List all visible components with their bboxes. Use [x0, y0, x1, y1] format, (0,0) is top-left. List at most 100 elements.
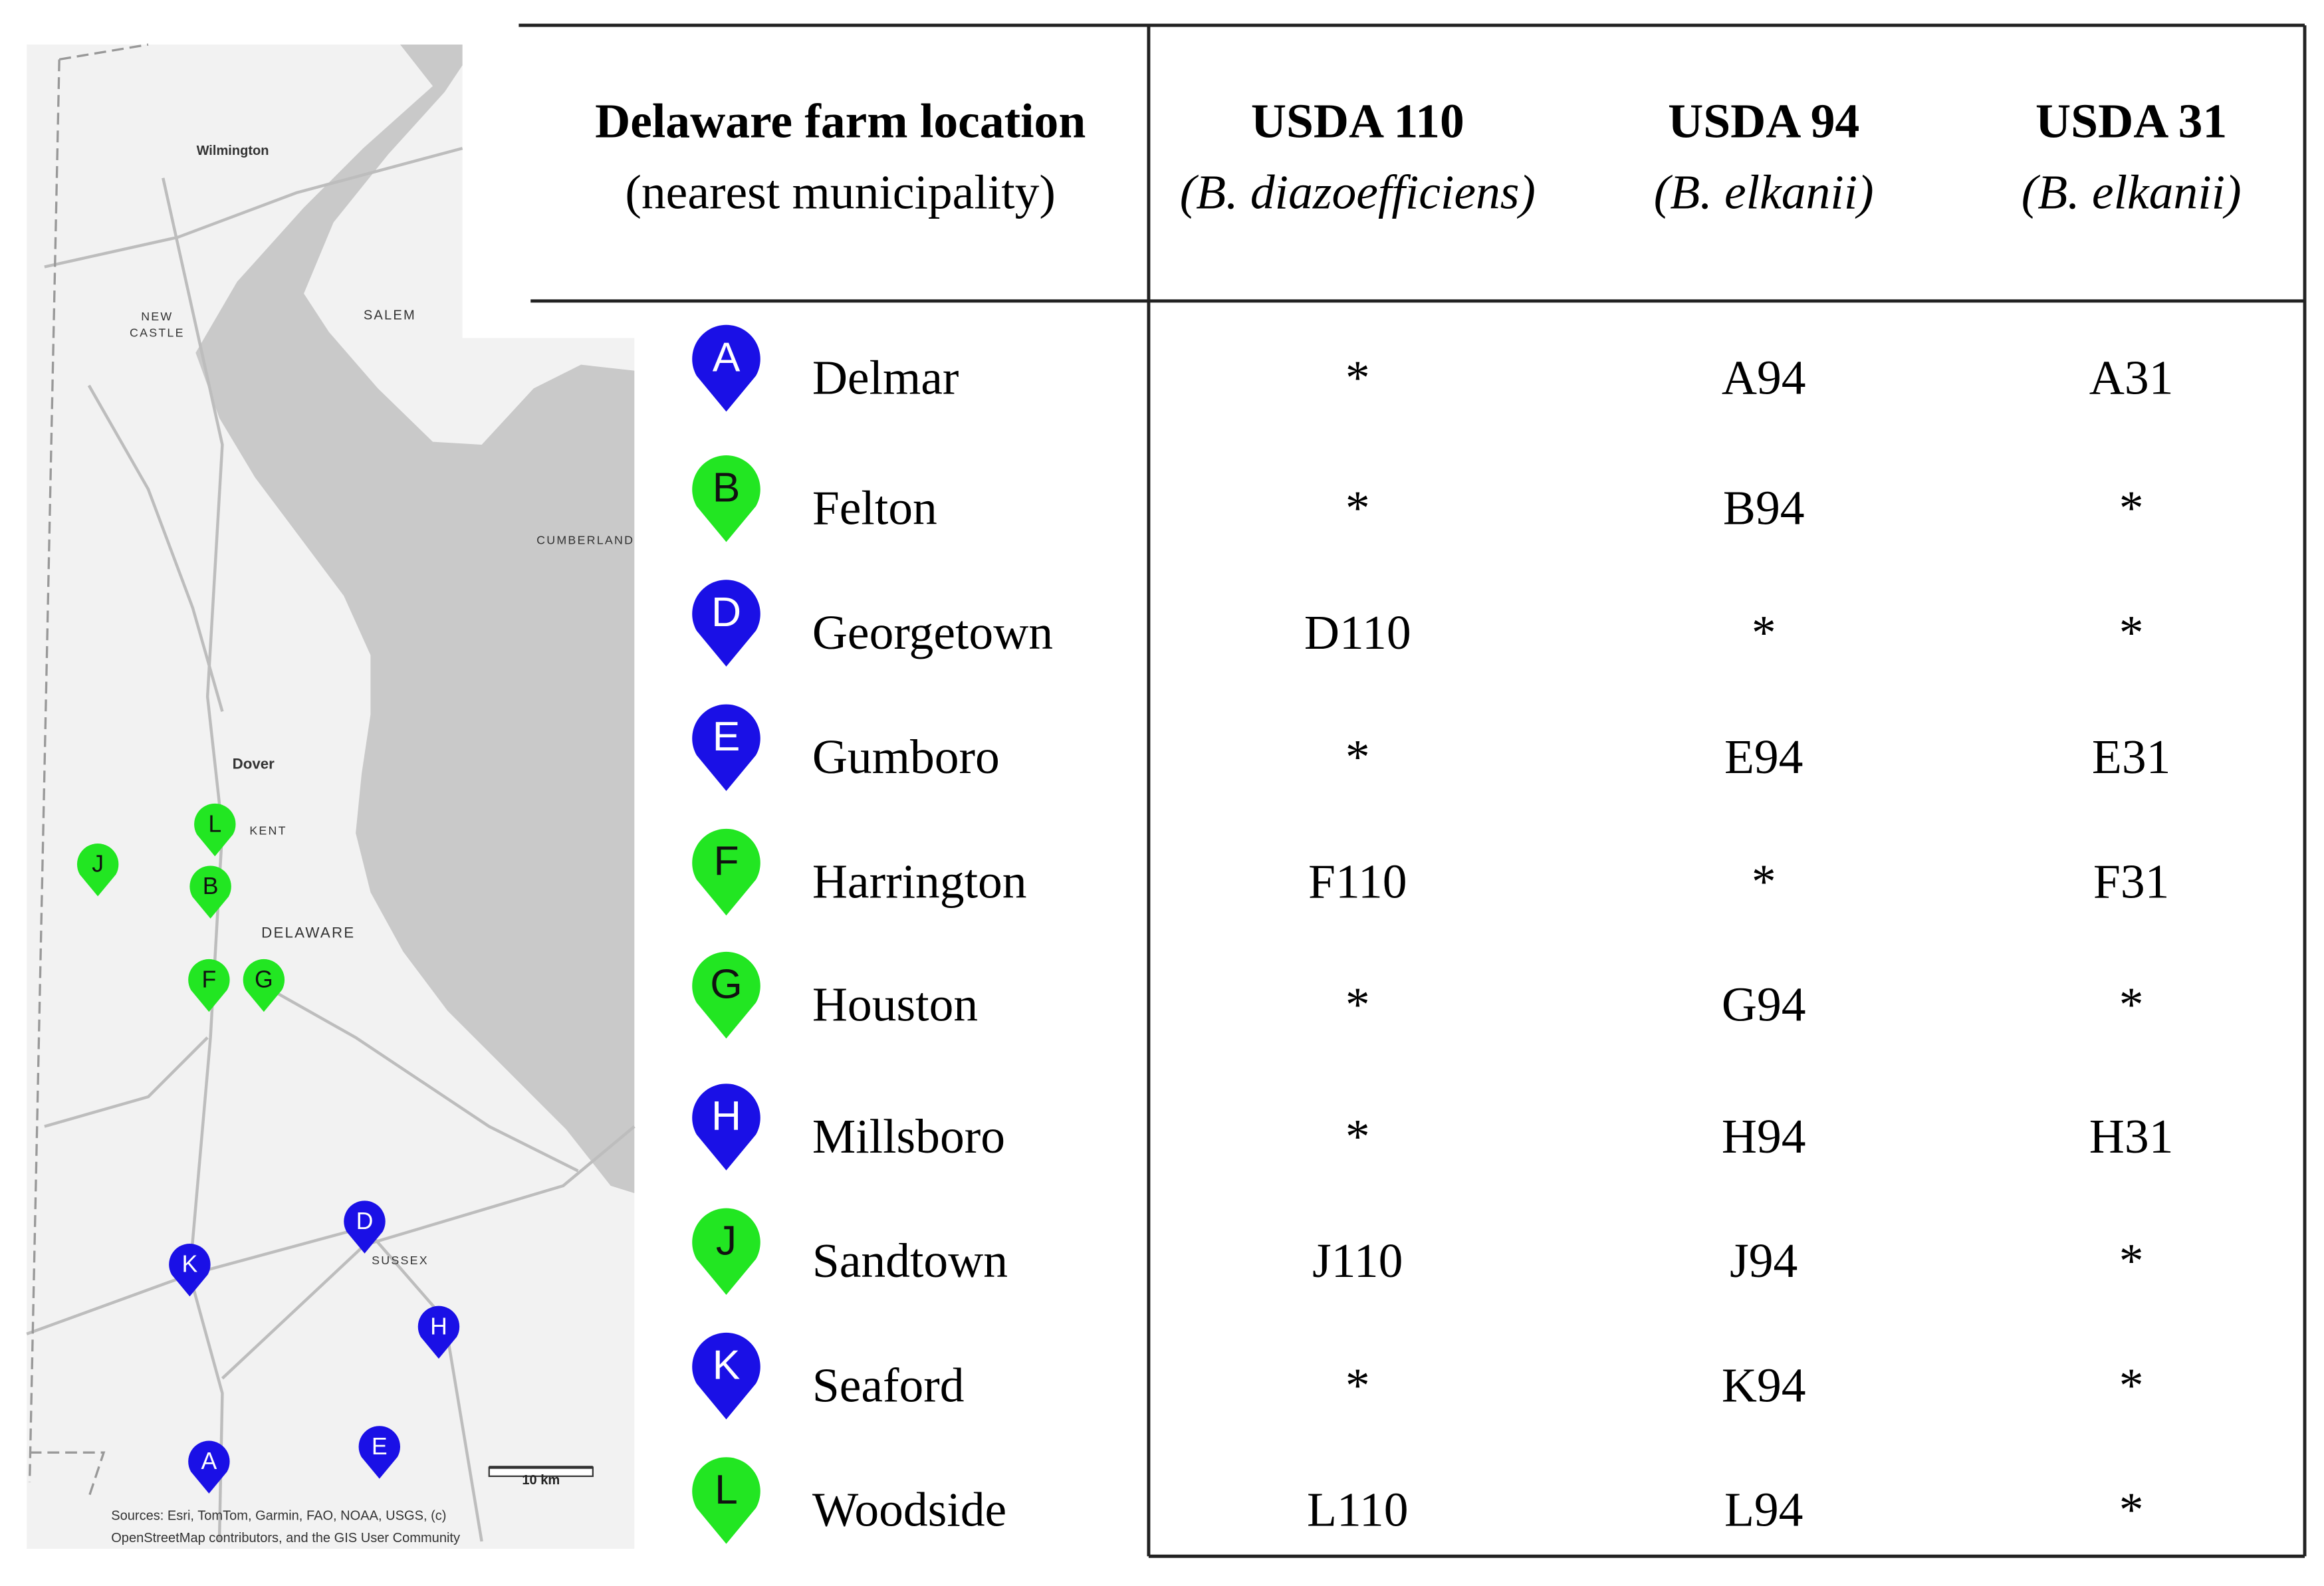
marker: [189, 865, 231, 919]
column-subtitle: (B. diazoefficiens): [1180, 165, 1536, 219]
marker-letter: D: [711, 589, 741, 635]
cell: L110: [1307, 1482, 1409, 1537]
location: Harrington: [812, 853, 1027, 908]
bay: [195, 45, 635, 1193]
marker: [692, 580, 760, 667]
marker: [692, 324, 760, 412]
cell: *: [1752, 605, 1776, 659]
marker: [194, 803, 236, 857]
header-title: Delaware farm location: [595, 94, 1086, 148]
marker-letter: F: [201, 966, 216, 993]
header-subtitle: (nearest municipality): [625, 165, 1056, 219]
marker-letter: K: [713, 1342, 741, 1389]
column-title: USDA 110: [1251, 94, 1464, 148]
sources: OpenStreetMap contributors, and the GIS …: [111, 1531, 460, 1545]
marker-letter: H: [430, 1313, 447, 1339]
cell: E94: [1724, 729, 1803, 784]
marker-letter: E: [372, 1433, 388, 1460]
cell: *: [2119, 976, 2144, 1031]
marker-letter: A: [201, 1448, 217, 1474]
map-label: Wilmington: [197, 144, 269, 158]
map-label: DELAWARE: [261, 925, 355, 941]
marker-letter: K: [181, 1251, 197, 1278]
marker: [417, 1305, 460, 1359]
cell: L94: [1724, 1482, 1803, 1537]
marker: [692, 1457, 760, 1544]
cell: *: [1345, 1109, 1370, 1163]
marker: [692, 951, 760, 1039]
column-subtitle: (B. elkanii): [1654, 165, 1874, 219]
map-label: CUMBERLAND: [536, 534, 634, 547]
cell: *: [2119, 1482, 2144, 1537]
cell: J110: [1312, 1233, 1403, 1288]
map-label: SUSSEX: [372, 1254, 429, 1267]
marker: [243, 959, 285, 1012]
cell: B94: [1723, 480, 1805, 534]
cell: F31: [2093, 853, 2169, 908]
marker-letter: B: [203, 873, 219, 899]
cell: *: [1752, 853, 1776, 908]
marker: [692, 704, 760, 791]
cell: E31: [2092, 729, 2171, 784]
cell: G94: [1722, 976, 1806, 1031]
marker: [692, 828, 760, 916]
map-label: NEW: [141, 310, 173, 323]
marker-letter: H: [711, 1093, 741, 1139]
marker: [344, 1200, 386, 1254]
marker-letter: D: [356, 1208, 374, 1234]
scale-label: 10 km: [522, 1473, 560, 1488]
cell: *: [1345, 1357, 1370, 1412]
cell: F110: [1308, 853, 1407, 908]
map-background: [27, 45, 635, 1549]
marker: [358, 1426, 400, 1479]
cell: *: [1345, 729, 1370, 784]
location: Delmar: [812, 350, 959, 404]
location: Woodside: [812, 1482, 1006, 1537]
cell: A31: [2089, 350, 2174, 404]
marker: [76, 844, 119, 897]
marker: [188, 959, 230, 1012]
marker-letter: A: [713, 334, 741, 380]
location: Seaford: [812, 1357, 965, 1412]
cell: D110: [1304, 605, 1411, 659]
cell: J94: [1730, 1233, 1798, 1288]
marker: [188, 1440, 230, 1494]
marker: [692, 1083, 760, 1171]
location: Houston: [812, 976, 978, 1031]
marker: [169, 1244, 211, 1297]
location: Sandtown: [812, 1233, 1008, 1288]
map-label: Dover: [233, 756, 275, 772]
column-subtitle: (B. elkanii): [2022, 165, 2242, 219]
map-label: CASTLE: [130, 326, 185, 340]
cell: *: [2119, 605, 2144, 659]
location: Felton: [812, 480, 937, 534]
marker-letter: L: [715, 1466, 738, 1513]
cell: *: [1345, 480, 1370, 534]
marker-letter: E: [713, 713, 741, 760]
marker-letter: G: [255, 966, 273, 993]
roads: [26, 146, 636, 1542]
marker: [692, 1208, 760, 1296]
marker-letter: J: [92, 851, 104, 877]
location: Millsboro: [812, 1109, 1005, 1163]
column-title: USDA 94: [1668, 94, 1859, 148]
marker-letter: F: [713, 838, 739, 885]
marker-letter: J: [716, 1217, 737, 1264]
cell: H94: [1722, 1109, 1806, 1163]
marker-letter: G: [710, 961, 743, 1008]
map-label: KENT: [249, 824, 287, 838]
table-frame: [519, 23, 2307, 1558]
map-label: SALEM: [364, 308, 416, 322]
cell: A94: [1722, 350, 1806, 404]
location: Georgetown: [812, 605, 1053, 659]
cell: *: [2119, 1233, 2144, 1288]
state-border: [28, 43, 149, 1498]
cell: *: [2119, 480, 2144, 534]
column-title: USDA 31: [2035, 94, 2227, 148]
marker-letter: L: [208, 810, 221, 837]
cell: K94: [1722, 1357, 1806, 1412]
marker-letter: B: [713, 465, 741, 511]
cell: *: [1345, 350, 1370, 404]
